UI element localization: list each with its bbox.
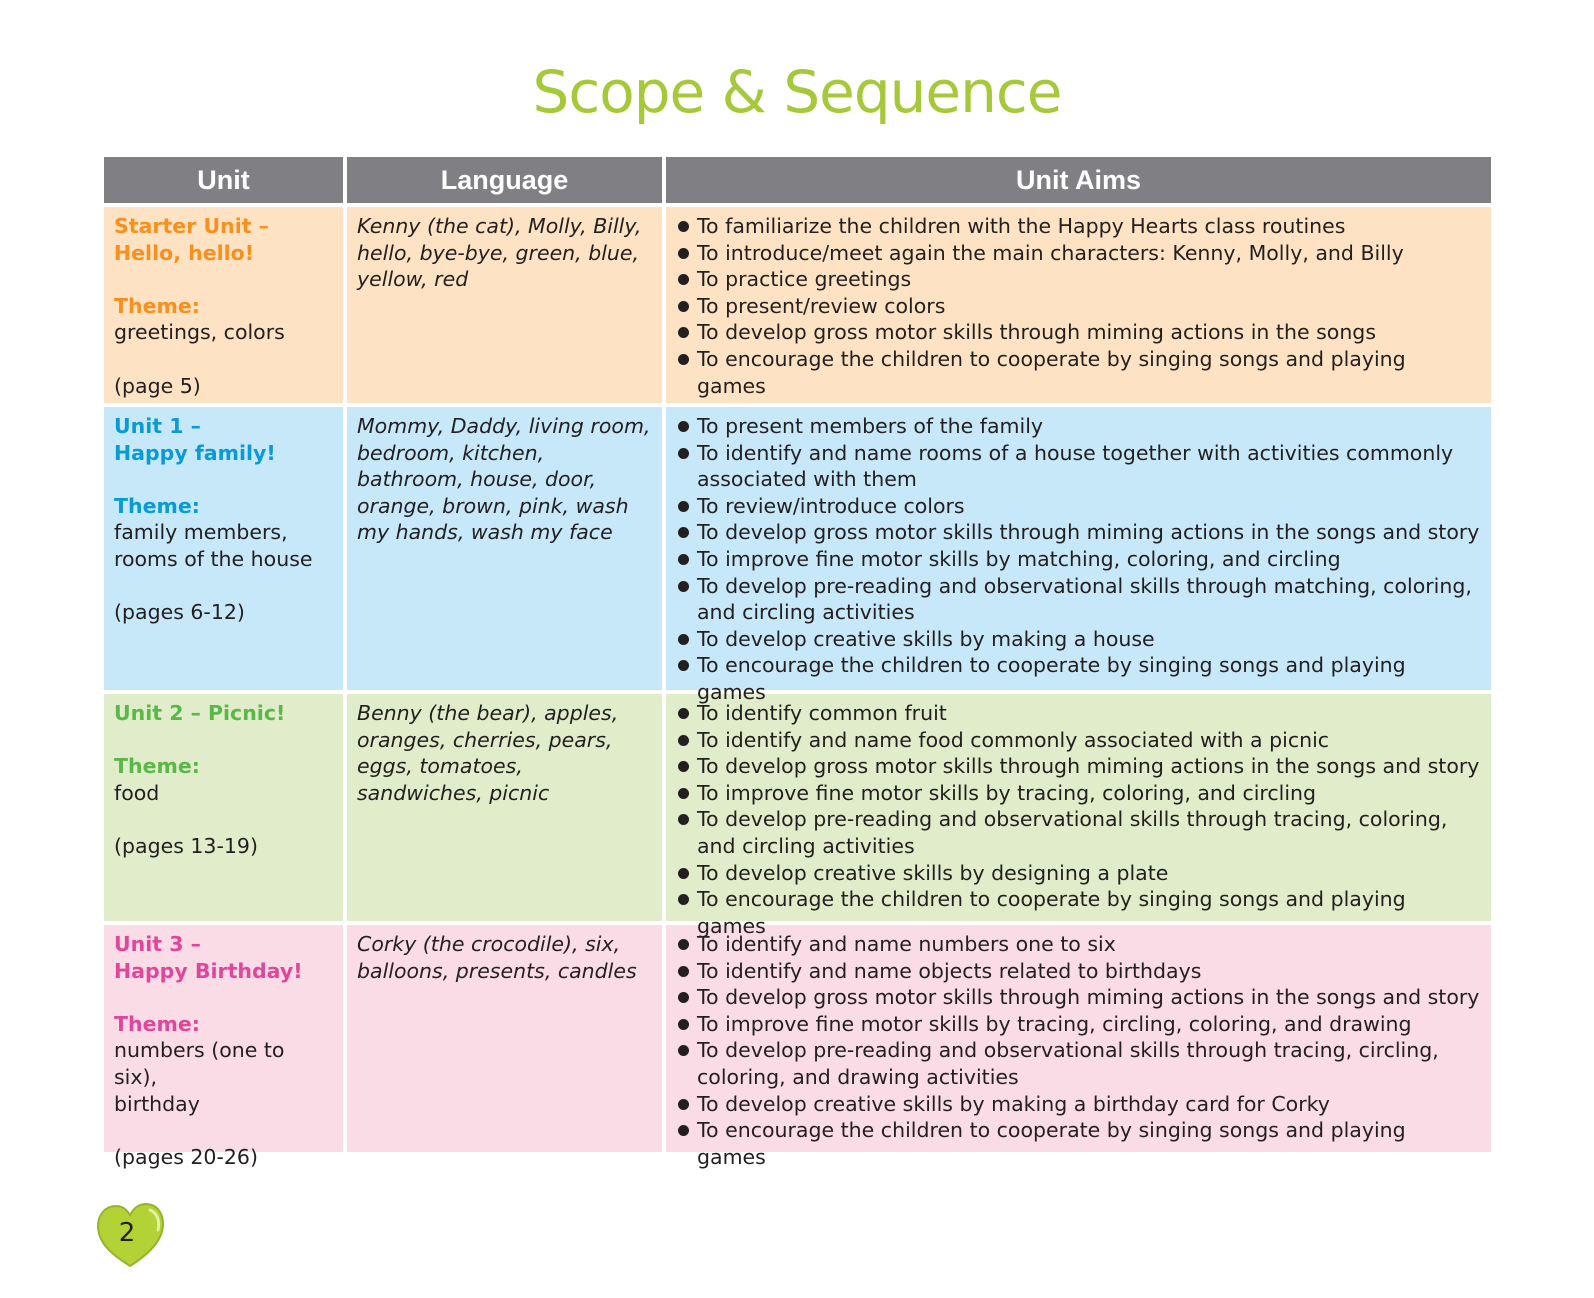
aim-item: To present/review colors [676, 293, 1481, 320]
header-unit: Unit [104, 157, 343, 203]
aim-item: To practice greetings [676, 266, 1481, 293]
page-title: Scope & Sequence [532, 58, 1063, 126]
header-language: Language [347, 157, 662, 203]
aim-item: To develop creative skills by making a b… [676, 1091, 1481, 1118]
aim-item: To identify and name food commonly assoc… [676, 727, 1481, 754]
aim-item: To develop pre-reading and observational… [676, 573, 1481, 626]
theme-label: Theme: [114, 293, 200, 318]
theme-text: food [114, 780, 160, 805]
aim-item: To develop pre-reading and observational… [676, 1037, 1481, 1090]
header-unit-aims: Unit Aims [666, 157, 1491, 203]
language-cell: Benny (the bear), apples, oranges, cherr… [347, 694, 662, 921]
unit-name: Happy family! [114, 440, 276, 465]
aim-item: To develop gross motor skills through mi… [676, 319, 1481, 346]
aim-item: To develop gross motor skills through mi… [676, 753, 1481, 780]
unit-name: Happy Birthday! [114, 958, 303, 983]
scope-sequence-table: Unit Language Unit Aims Starter Unit – He… [104, 157, 1491, 1169]
aim-item: To review/introduce colors [676, 493, 1481, 520]
aims-cell: To familiarize the children with the Hap… [666, 207, 1491, 403]
aim-item: To develop creative skills by designing … [676, 860, 1481, 887]
theme-label: Theme: [114, 493, 200, 518]
unit-name: Unit 2 – Picnic! [114, 701, 286, 725]
aim-item: To identify and name objects related to … [676, 958, 1481, 985]
aim-item: To introduce/meet again the main charact… [676, 240, 1481, 267]
aim-item: To improve fine motor skills by tracing,… [676, 1011, 1481, 1038]
unit-name: Hello, hello! [114, 240, 255, 265]
unit-cell: Unit 1 – Happy family! Theme: family member… [104, 407, 343, 690]
unit-name: Unit 3 – [114, 932, 201, 956]
aim-item: To develop creative skills by making a h… [676, 626, 1481, 653]
aim-item: To present members of the family [676, 413, 1481, 440]
unit-name: Starter Unit – [114, 214, 269, 238]
pages-ref: (pages 20-26) [114, 1144, 258, 1169]
pages-ref: (pages 13-19) [114, 833, 258, 858]
aim-item: To improve fine motor skills by tracing,… [676, 780, 1481, 807]
aims-cell: To identify common fruit To identify and … [666, 694, 1491, 938]
theme-text: greetings, colors [114, 320, 285, 345]
aim-item: To encourage the children to cooperate b… [676, 652, 1481, 705]
language-cell: Corky (the crocodile), six, balloons, pr… [347, 925, 662, 1152]
pages-ref: (pages 6-12) [114, 600, 245, 625]
unit-cell: Starter Unit – Hello, hello! Theme: greetin… [104, 207, 343, 403]
aim-item: To develop gross motor skills through mi… [676, 519, 1481, 546]
aim-item: To encourage the children to cooperate b… [676, 886, 1481, 939]
theme-text: birthday [114, 1091, 200, 1116]
language-cell: Kenny (the cat), Molly, Billy, hello, by… [347, 207, 662, 403]
theme-text: family members, [114, 520, 288, 545]
aim-item: To encourage the children to cooperate b… [676, 346, 1481, 399]
unit-name: Unit 1 – [114, 414, 201, 438]
aim-item: To develop gross motor skills through mi… [676, 984, 1481, 1011]
aim-item: To encourage the children to cooperate b… [676, 1117, 1481, 1170]
theme-label: Theme: [114, 1011, 200, 1036]
theme-label: Theme: [114, 754, 200, 779]
unit-cell: Unit 2 – Picnic! Theme: food (pages 13-19) [104, 694, 343, 921]
aims-cell: To identify and name numbers one to six T… [666, 925, 1491, 1169]
aim-item: To develop pre-reading and observational… [676, 806, 1481, 859]
unit-cell: Unit 3 – Happy Birthday! Theme: numbers (on… [104, 925, 343, 1169]
aim-item: To identify common fruit [676, 700, 1481, 727]
aim-item: To identify and name numbers one to six [676, 931, 1481, 958]
theme-text: rooms of the house [114, 546, 313, 571]
aim-item: To identify and name rooms of a house to… [676, 440, 1481, 493]
pages-ref: (page 5) [114, 373, 201, 398]
language-cell: Mommy, Daddy, living room, bedroom, kitc… [347, 407, 662, 690]
aim-item: To improve fine motor skills by matching… [676, 546, 1481, 573]
aims-cell: To present members of the family To ident… [666, 407, 1491, 704]
heart-icon [96, 1202, 165, 1268]
theme-text: numbers (one to six), [114, 1038, 285, 1089]
aim-item: To familiarize the children with the Hap… [676, 213, 1481, 240]
page-number: 2 [118, 1218, 136, 1248]
